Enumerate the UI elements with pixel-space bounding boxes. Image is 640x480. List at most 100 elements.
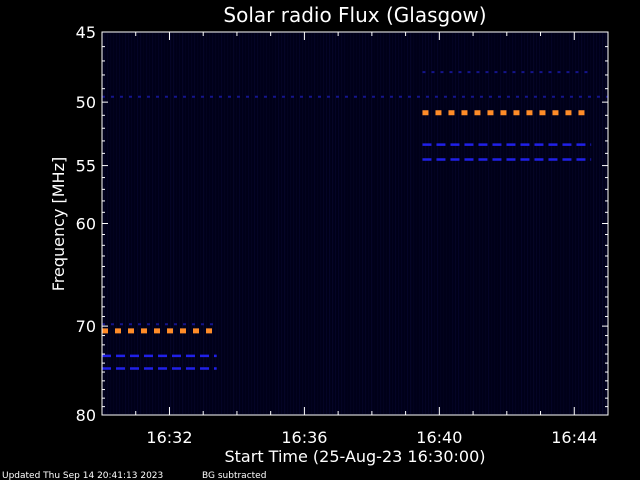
noise-streak: [593, 33, 595, 414]
noise-streak: [356, 33, 358, 414]
noise-streak: [581, 33, 583, 414]
noise-streak: [230, 33, 232, 414]
noise-streak: [194, 33, 196, 414]
noise-streak: [371, 33, 373, 414]
noise-streak: [251, 33, 253, 414]
noise-streak: [509, 33, 511, 414]
noise-streak: [587, 33, 589, 414]
noise-streak: [359, 33, 361, 414]
emission-bands: [102, 71, 608, 370]
noise-streak: [419, 33, 421, 414]
y-tick-label: 55: [76, 157, 96, 176]
noise-streak: [314, 33, 316, 414]
noise-streak: [506, 33, 508, 414]
noise-streak: [548, 33, 550, 414]
noise-streak: [467, 33, 469, 414]
noise-streak: [518, 33, 520, 414]
noise-streak: [365, 33, 367, 414]
noise-streak: [185, 33, 187, 414]
noise-streak: [374, 33, 376, 414]
noise-streak: [407, 33, 409, 414]
noise-streak: [260, 33, 262, 414]
noise-streak: [455, 33, 457, 414]
noise-streak: [302, 33, 304, 414]
bg-subtracted-note: BG subtracted: [202, 471, 266, 480]
noise-streak: [563, 33, 565, 414]
noise-streak: [560, 33, 562, 414]
noise-streak: [542, 33, 544, 414]
noise-streak: [557, 33, 559, 414]
noise-streak: [383, 33, 385, 414]
noise-streak: [452, 33, 454, 414]
noise-streak: [422, 33, 424, 414]
noise-streak: [482, 33, 484, 414]
noise-streak: [395, 33, 397, 414]
noise-streak: [110, 33, 112, 414]
noise-streak: [536, 33, 538, 414]
noise-streak: [248, 33, 250, 414]
noise-streak: [266, 33, 268, 414]
noise-streak: [269, 33, 271, 414]
noise-streak: [200, 33, 202, 414]
noise-streak: [578, 33, 580, 414]
noise-streak: [389, 33, 391, 414]
noise-streak: [584, 33, 586, 414]
noise-streak: [404, 33, 406, 414]
noise-streak: [572, 33, 574, 414]
noise-streak: [503, 33, 505, 414]
y-tick-label: 70: [76, 317, 96, 336]
noise-streak: [350, 33, 352, 414]
noise-streak: [491, 33, 493, 414]
noise-streak: [599, 33, 601, 414]
y-axis-label: Frequency [MHz]: [49, 157, 68, 291]
updated-timestamp: Updated Thu Sep 14 20:41:13 2023: [2, 471, 163, 480]
noise-streak: [449, 33, 451, 414]
noise-streak: [596, 33, 598, 414]
y-tick-label: 80: [76, 406, 96, 425]
noise-streak: [299, 33, 301, 414]
noise-streak: [323, 33, 325, 414]
noise-streak: [320, 33, 322, 414]
noise-streak: [539, 33, 541, 414]
noise-streak: [554, 33, 556, 414]
noise-streak: [569, 33, 571, 414]
noise-streak: [239, 33, 241, 414]
y-axis: 45 50 55 60 70 80: [76, 23, 608, 425]
noise-streak: [125, 33, 127, 414]
noise-streak: [158, 33, 160, 414]
noise-streak: [140, 33, 142, 414]
noise-streak: [362, 33, 364, 414]
noise-streak: [209, 33, 211, 414]
noise-streak: [461, 33, 463, 414]
noise-streak: [470, 33, 472, 414]
x-tick-label: 16:44: [551, 428, 597, 447]
noise-streak: [143, 33, 145, 414]
noise-streak: [335, 33, 337, 414]
x-axis: 16:32 16:36 16:40 16:44: [135, 32, 597, 447]
noise-streak: [527, 33, 529, 414]
y-tick-label: 50: [76, 93, 96, 112]
noise-streak: [242, 33, 244, 414]
noise-streak: [545, 33, 547, 414]
x-tick-label: 16:32: [146, 428, 192, 447]
noise-streak: [173, 33, 175, 414]
noise-streak: [431, 33, 433, 414]
noise-streak: [206, 33, 208, 414]
noise-streak: [188, 33, 190, 414]
noise-streak: [134, 33, 136, 414]
noise-streak: [512, 33, 514, 414]
noise-streak: [224, 33, 226, 414]
noise-streak: [122, 33, 124, 414]
noise-streak: [524, 33, 526, 414]
noise-streak: [245, 33, 247, 414]
noise-streak: [344, 33, 346, 414]
noise-streak: [440, 33, 442, 414]
noise-streak: [176, 33, 178, 414]
noise-streak: [197, 33, 199, 414]
noise-streak: [170, 33, 172, 414]
noise-streak: [341, 33, 343, 414]
noise-streak: [515, 33, 517, 414]
noise-streak: [113, 33, 115, 414]
y-tick-label: 60: [76, 215, 96, 234]
chart-title: Solar radio Flux (Glasgow): [223, 3, 486, 27]
